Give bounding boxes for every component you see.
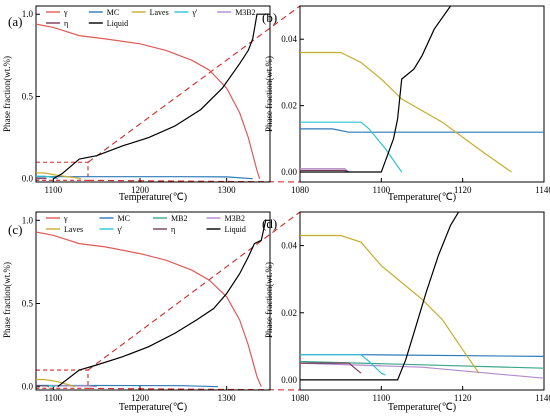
zoom-guide-bottom [87,179,301,183]
panel-a-ytick-label: 0.0 [22,174,34,184]
legend-label-gamma_prime: γ' [191,8,198,17]
panel-b-xtick-label: 1100 [372,185,390,195]
panel-a: 1100 1200 1300 0.0 0.5 1.0 (a) Temperature(℃)… [2,5,271,203]
panel-c-frame [35,211,271,391]
panel-c-xtick-label: 1300 [218,393,237,403]
legend-label-M3B2: M3B2 [225,214,245,223]
panel-c: 1100 1200 1300 0.0 0.5 1.0 (c) Temperature(℃)… [2,211,271,413]
panel-a-legend: γ MC Laves γ' M3B2 η Liquid [46,8,256,28]
panel-a-series-gamma [36,23,261,179]
legend-label-eta: η [64,19,68,28]
legend-label-M3B2: M3B2 [235,8,255,17]
zoom-guide-top [87,5,301,163]
panel-c-xtick-label: 1100 [44,393,62,403]
panel-c-series-eta [36,385,50,388]
panel-d-ytick-label: 0.04 [281,241,297,251]
panel-c-series-gamma [36,231,262,387]
panel-c-ytick-label: 1.0 [22,215,34,225]
panel-a-series-Laves [36,172,82,180]
legend-label-Liquid: Liquid [107,19,128,28]
panel-c-series-Laves [36,378,76,388]
panel-d-series-M3B2 [300,362,544,379]
panel-c-ylabel: Phase fraction(wt.%) [2,262,12,338]
zoom-guide-lines [35,5,301,391]
panel-b-series-Laves [300,51,512,173]
panel-b-xtick-label: 1080 [291,185,310,195]
panel-b-frame [299,5,545,183]
panel-c-xlabel: Temperature(℃) [119,402,187,413]
panel-a-xtick-label: 1100 [44,185,62,195]
legend-label-MC: MC [118,214,130,223]
zoom-guide-top [87,211,301,371]
panel-d-series-Laves [300,234,480,374]
panel-d-xtick-label: 1080 [291,393,310,403]
panel-b-ytick-label: 0.04 [281,34,297,44]
panel-b-series-MC [300,128,544,133]
panel-b-ytick-label: 0.02 [281,101,297,111]
panel-a-series-gamma_prime [36,175,58,180]
panel-b-series-Liquid [300,6,451,173]
legend-label-gamma: γ [63,8,68,17]
panel-d-xtick-label: 1100 [372,393,390,403]
panel-b-xlabel: Temperature(℃) [388,192,456,203]
panel-a-frame [35,5,271,183]
panel-a-label: (a) [8,14,22,29]
panel-d-series-gamma_prime [300,354,386,376]
legend-label-Laves: Laves [64,225,83,234]
panel-a-series-eta [36,177,47,180]
panel-b-series-gamma_prime [300,121,403,173]
panel-b-ytick-label: 0.00 [281,167,297,177]
panel-a-xtick-label: 1300 [218,185,237,195]
panel-d-ylabel: Phase fraction(wt.%) [264,262,274,338]
panel-c-legend: γ MC MB2 M3B2 Laves γ' η Liquid [46,214,246,234]
panel-d-xlabel: Temperature(℃) [388,402,456,413]
panel-c-ytick-label: 0.0 [22,382,34,392]
panel-d-series-eta [300,362,362,374]
panel-c-series-Liquid [57,219,270,388]
panel-a-series-MC [36,176,253,180]
panel-d-xtick-label: 1120 [454,393,472,403]
legend-label-eta: η [171,225,175,234]
panel-d-ytick-label: 0.00 [281,375,297,385]
legend-label-MC: MC [107,8,119,17]
panel-a-xtick-label: 1200 [131,185,150,195]
panel-c-ytick-label: 0.5 [22,298,34,308]
panel-a-ytick-label: 0.5 [22,91,34,101]
panel-d-series-Liquid [300,212,460,381]
panel-b-label: (b) [262,10,277,25]
zoom-guide-bottom [87,387,301,391]
panel-c-label: (c) [8,222,22,237]
legend-label-MB2: MB2 [171,214,187,223]
panel-d-label: (d) [262,216,277,231]
panel-a-ytick-label: 1.0 [22,9,34,19]
legend-label-Laves: Laves [150,8,169,17]
panel-b-xtick-label: 1120 [454,185,472,195]
panel-a-xlabel: Temperature(℃) [119,192,187,203]
panel-a-ylabel: Phase fraction(wt.%) [2,56,12,132]
legend-label-gamma: γ [63,214,68,223]
panel-b-ylabel: Phase fraction(wt.%) [264,56,274,132]
legend-label-Liquid: Liquid [225,225,246,234]
legend-label-gamma_prime: γ' [117,225,124,234]
panel-c-plot: 1100 1200 1300 0.0 0.5 1.0 [22,215,270,403]
panel-d-ytick-label: 0.02 [281,308,297,318]
panel-a-series-Liquid [53,13,270,180]
panel-a-plot: 1100 1200 1300 0.0 0.5 1.0 [22,9,270,195]
panel-d-frame [299,211,545,391]
panel-c-xtick-label: 1200 [131,393,150,403]
